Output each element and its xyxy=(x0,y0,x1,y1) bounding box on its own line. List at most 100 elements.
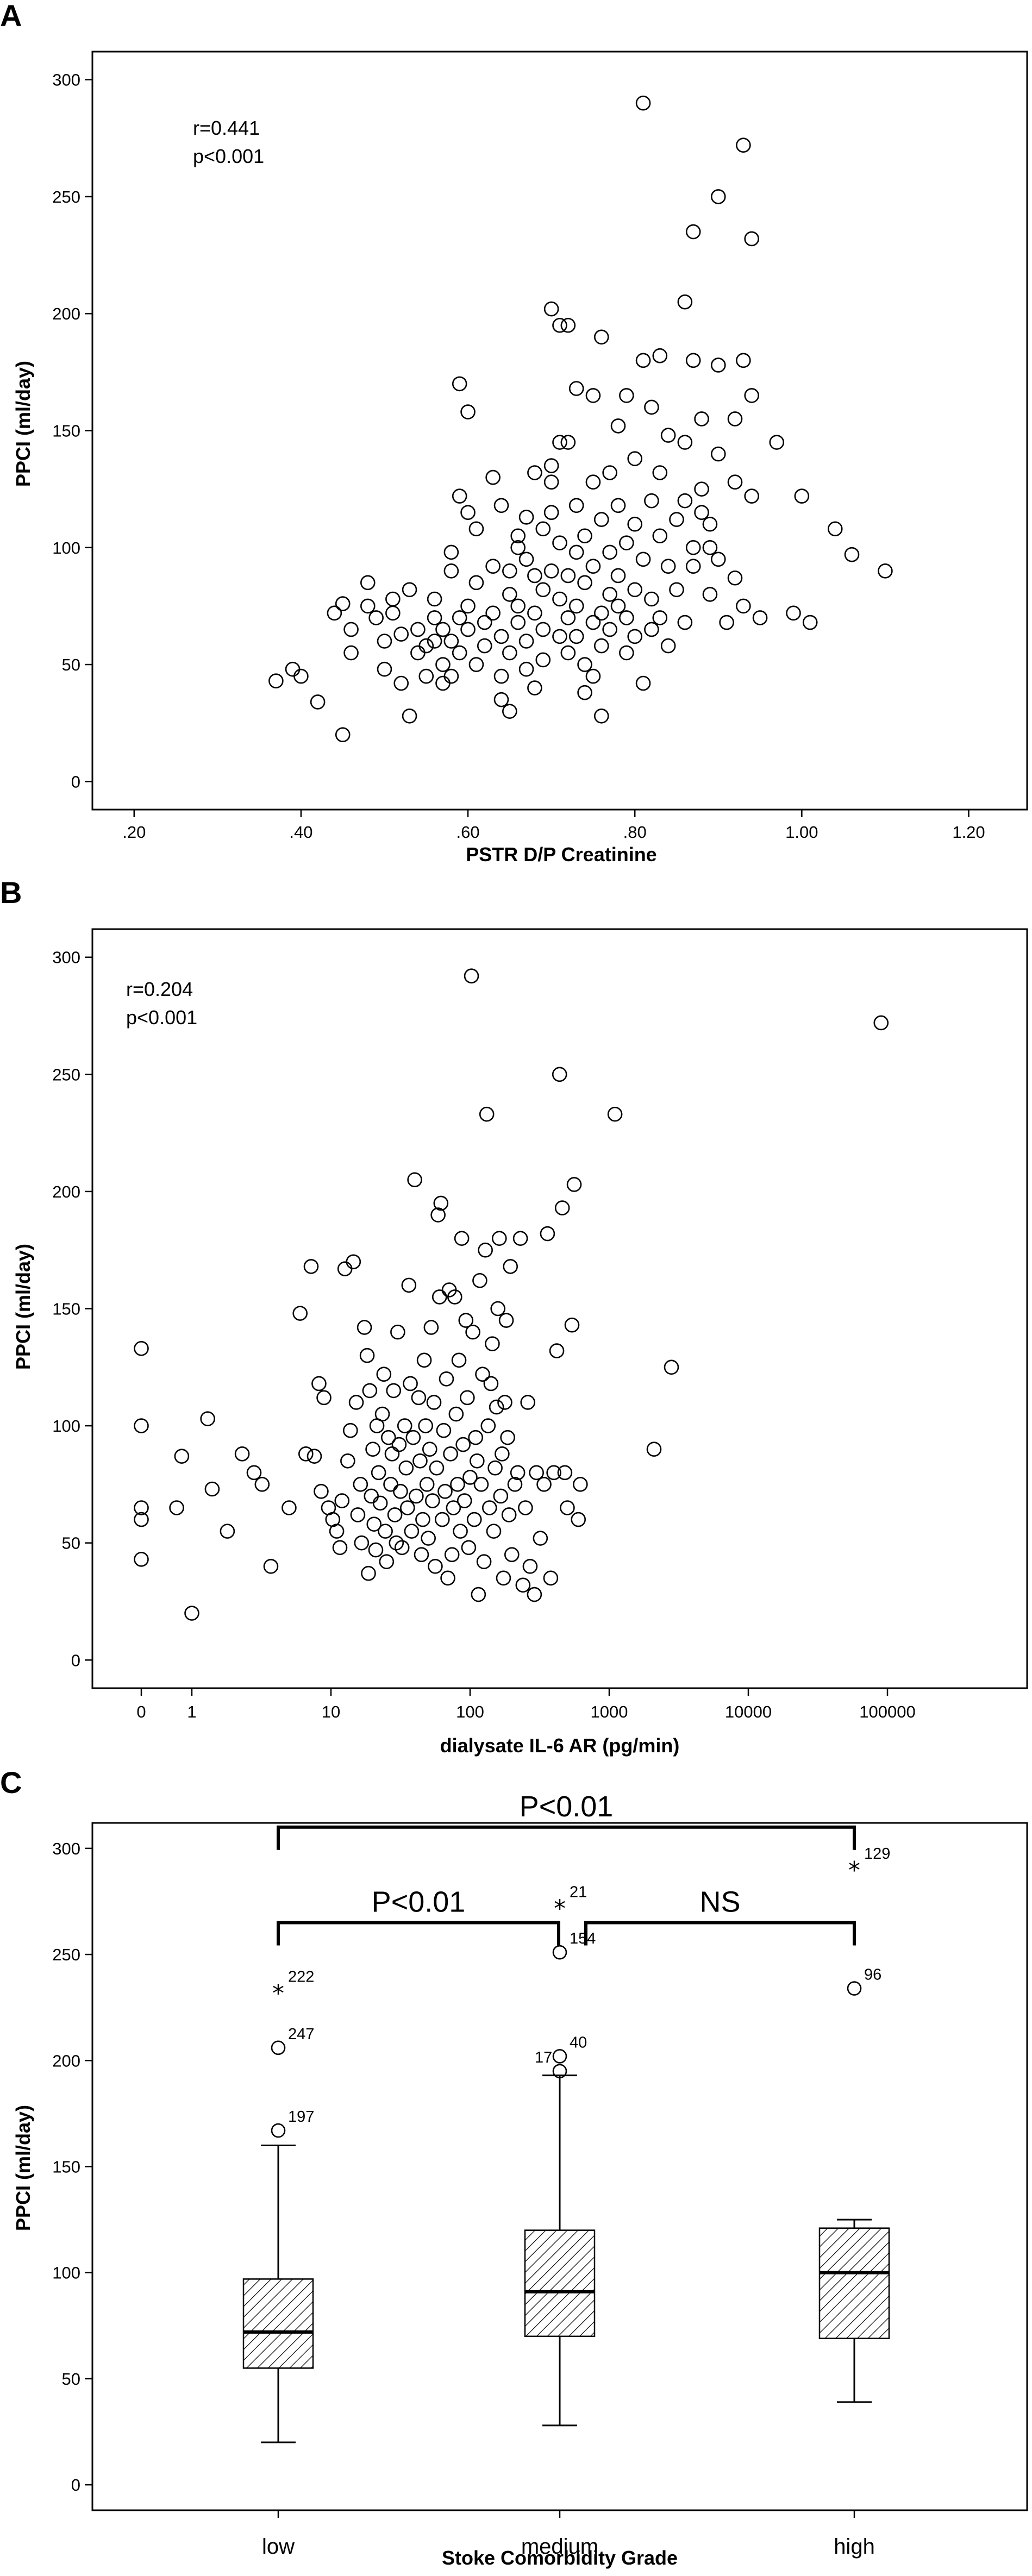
extreme-outlier-star: * xyxy=(272,1979,284,2007)
data-point xyxy=(677,294,693,310)
data-point xyxy=(448,1406,464,1422)
data-point xyxy=(423,1320,439,1335)
data-point xyxy=(560,645,576,661)
data-point xyxy=(873,1015,889,1031)
data-point xyxy=(510,615,526,630)
data-point xyxy=(518,510,534,525)
data-point xyxy=(376,1367,392,1382)
data-point xyxy=(527,1587,542,1602)
significance-bracket xyxy=(277,1921,560,1946)
data-point xyxy=(461,1540,477,1556)
data-point xyxy=(543,474,559,490)
data-point xyxy=(478,1242,493,1258)
data-point xyxy=(560,1500,575,1515)
y-tick-label: 150 xyxy=(52,2158,80,2177)
data-point xyxy=(431,1289,447,1305)
data-point xyxy=(394,1540,410,1556)
panel-a-points xyxy=(268,95,893,743)
data-point xyxy=(437,1484,453,1499)
data-point xyxy=(535,652,551,668)
data-point xyxy=(568,629,584,644)
data-point xyxy=(702,587,718,602)
data-point xyxy=(518,1500,533,1515)
x-tick-label: .20 xyxy=(122,823,146,842)
data-point xyxy=(285,661,301,677)
data-point xyxy=(727,474,743,490)
data-point xyxy=(410,645,426,661)
data-point xyxy=(460,598,476,614)
y-tick-label: 0 xyxy=(71,2475,80,2494)
significance-bracket xyxy=(584,1921,856,1946)
y-tick-label: 50 xyxy=(62,1534,80,1553)
data-point xyxy=(387,1507,403,1522)
data-point xyxy=(314,1484,329,1499)
y-tick-label: 300 xyxy=(52,1839,80,1858)
data-point xyxy=(627,516,643,532)
data-point xyxy=(669,512,684,527)
x-category-label: high xyxy=(834,2535,875,2559)
data-point xyxy=(460,404,476,419)
data-point xyxy=(685,353,701,368)
data-point xyxy=(669,582,684,598)
outlier-label: 17 xyxy=(535,2049,552,2066)
data-point xyxy=(644,591,659,607)
significance-label: P<0.01 xyxy=(520,1790,614,1823)
data-point xyxy=(610,418,626,434)
data-point xyxy=(468,657,484,672)
box-iqr xyxy=(242,2278,314,2369)
data-point xyxy=(486,1524,502,1539)
outlier-label: 21 xyxy=(570,1883,587,1901)
panel-b-points xyxy=(134,968,889,1621)
data-point xyxy=(503,1259,518,1274)
panel-a-y-ticks: 0 50 100 150 200 250 300 xyxy=(52,71,92,791)
data-point xyxy=(552,629,567,644)
data-point xyxy=(458,1313,474,1328)
data-point xyxy=(610,568,626,584)
data-point xyxy=(491,1231,507,1246)
y-tick-label: 0 xyxy=(71,772,80,791)
data-point xyxy=(543,505,559,520)
data-point xyxy=(702,516,718,532)
significance-label: NS xyxy=(699,1886,740,1919)
data-point xyxy=(568,498,584,513)
data-point xyxy=(512,1231,528,1246)
data-point xyxy=(451,1352,467,1368)
data-point xyxy=(427,634,442,649)
data-point xyxy=(384,1446,400,1462)
y-tick-label: 100 xyxy=(52,1417,80,1436)
data-point xyxy=(485,1336,500,1351)
outlier-label: 96 xyxy=(864,1966,881,1984)
data-point xyxy=(426,1395,442,1410)
data-point xyxy=(571,1512,586,1527)
data-point xyxy=(557,1465,573,1481)
data-point xyxy=(368,1542,384,1558)
data-point xyxy=(602,587,617,602)
panel-a: A r=0.441 p<0.001 PSTR D/P Creatinine PP… xyxy=(0,0,1028,866)
x-tick-label: 100 xyxy=(456,1702,484,1721)
data-point xyxy=(527,465,542,480)
data-point xyxy=(343,645,359,661)
panel-c-x-axis-title: Stoke Comorbidity Grade xyxy=(442,2547,678,2569)
panel-c-significance: P<0.01 P<0.01 NS xyxy=(277,1790,856,1946)
data-point xyxy=(362,1383,378,1399)
panel-c-y-ticks: 0 50 100 150 200 250 300 xyxy=(52,1839,92,2494)
data-point xyxy=(465,1324,480,1340)
data-point xyxy=(493,1488,509,1504)
x-tick-label: 1 xyxy=(187,1702,196,1721)
data-point xyxy=(422,1441,437,1457)
data-point xyxy=(340,1453,355,1469)
data-point xyxy=(311,1376,327,1392)
panel-c-y-axis-title: PPCI (ml/day) xyxy=(12,2105,34,2231)
y-tick-label: 200 xyxy=(52,2051,80,2070)
data-point xyxy=(566,1177,582,1192)
box-iqr xyxy=(524,2229,596,2337)
data-point xyxy=(134,1552,149,1567)
data-point xyxy=(685,224,701,240)
data-point xyxy=(573,1477,588,1492)
data-point xyxy=(397,1418,412,1433)
data-point xyxy=(490,1301,506,1317)
y-tick-label: 150 xyxy=(52,422,80,441)
data-point xyxy=(496,1570,511,1586)
data-point xyxy=(619,645,634,661)
